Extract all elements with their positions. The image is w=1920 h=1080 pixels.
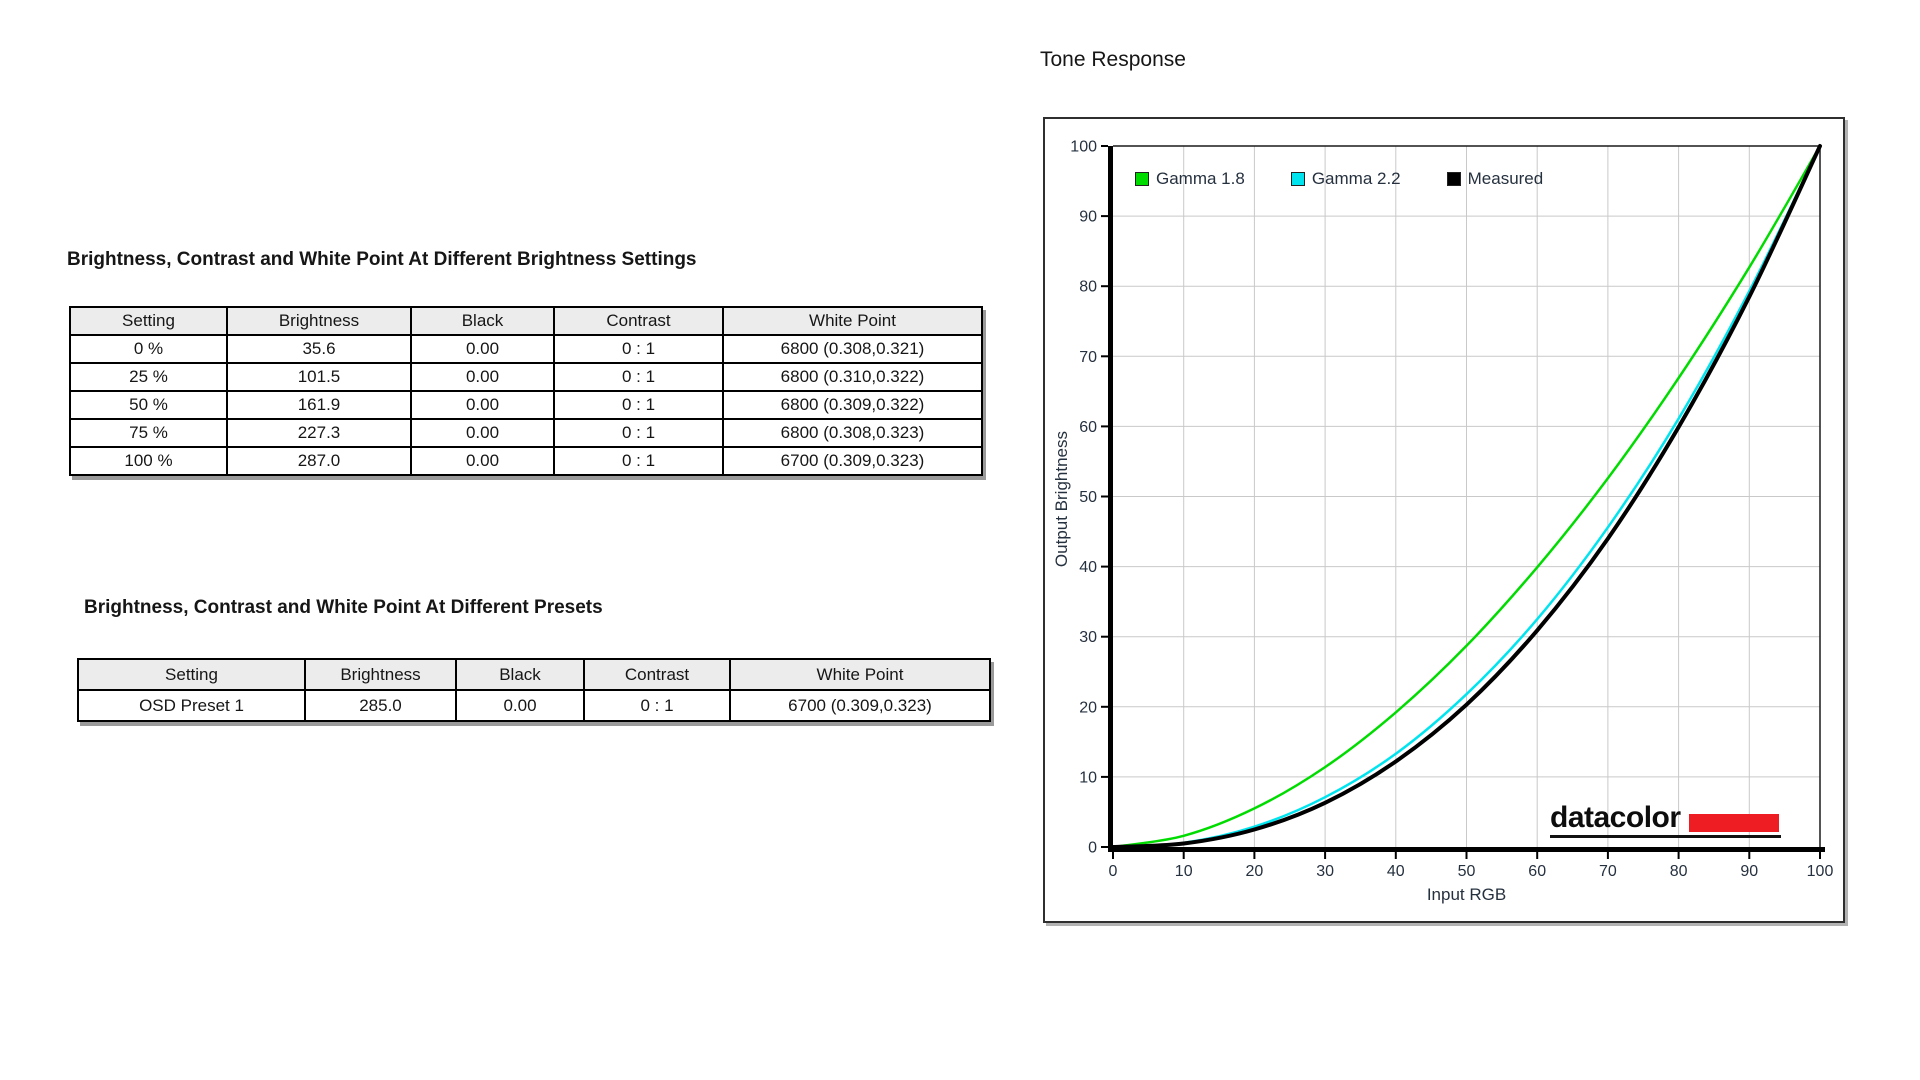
series-line-measured [1111, 144, 1822, 849]
datacolor-logo: datacolor [1550, 803, 1781, 838]
chart-plot-area: 0 10 20 30 40 50 60 70 80 90 100 0 10 20 30 40 50 60 70 80 9… [1070, 139, 1834, 881]
column-header: Setting [77, 658, 306, 691]
legend-item: Gamma 1.8 [1135, 169, 1245, 189]
column-header: White Point [722, 306, 983, 336]
table-cell: 227.3 [226, 418, 412, 448]
column-header: Contrast [553, 306, 724, 336]
table-cell: 0 : 1 [553, 390, 724, 420]
y-tick-label: 10 [1079, 769, 1097, 786]
legend-swatch [1290, 172, 1305, 186]
table-cell: 6800 (0.308,0.321) [722, 334, 983, 364]
column-header: Black [455, 658, 585, 691]
table-cell: 0.00 [410, 334, 555, 364]
table-row: 100 % 287.0 0.00 0 : 1 6700 (0.309,0.323) [69, 446, 983, 476]
table-cell: 0.00 [410, 418, 555, 448]
legend-label: Measured [1467, 169, 1544, 188]
table-cell: 35.6 [226, 334, 412, 364]
x-tick-label: 40 [1387, 863, 1405, 880]
y-tick-label: 20 [1079, 699, 1097, 716]
legend-swatch [1446, 172, 1461, 186]
table-cell: 50 % [69, 390, 228, 420]
y-tick-label: 70 [1079, 349, 1097, 366]
y-tick-label: 50 [1079, 489, 1097, 506]
column-header: Black [410, 306, 555, 336]
brightness-settings-table: Setting Brightness Black Contrast White Poin… [69, 306, 983, 476]
y-tick-label: 0 [1088, 840, 1097, 857]
table-cell: 75 % [69, 418, 228, 448]
y-axis-title: Output Brightness [1052, 430, 1071, 568]
column-header: Contrast [583, 658, 731, 691]
table-cell: 6700 (0.309,0.323) [722, 446, 983, 476]
table-cell: 287.0 [226, 446, 412, 476]
table-cell: 101.5 [226, 362, 412, 392]
table-row: 75 % 227.3 0.00 0 : 1 6800 (0.308,0.323) [69, 418, 983, 448]
presets-title: Brightness, Contrast and White Point At … [84, 597, 603, 618]
chart-legend: Gamma 1.8 Gamma 2.2 Measured [1135, 169, 1543, 189]
table-cell: 0 : 1 [583, 689, 731, 722]
y-tick-label: 60 [1079, 419, 1097, 436]
legend-label: Gamma 2.2 [1311, 169, 1401, 188]
series-line-gamma-2-2 [1111, 144, 1822, 849]
table-row: 25 % 101.5 0.00 0 : 1 6800 (0.310,0.322) [69, 362, 983, 392]
table-cell: 6700 (0.309,0.323) [729, 689, 991, 722]
table-cell: 25 % [69, 362, 228, 392]
header-row: Setting Brightness Black Contrast White Poin… [77, 658, 991, 691]
x-tick-label: 80 [1670, 863, 1688, 880]
table-cell: 6800 (0.310,0.322) [722, 362, 983, 392]
table-row: OSD Preset 1 285.0 0.00 0 : 1 6700 (0.309,0.… [77, 689, 991, 722]
table-cell: 0 : 1 [553, 362, 724, 392]
table-cell: 100 % [69, 446, 228, 476]
y-tick-label: 30 [1079, 629, 1097, 646]
x-tick-label: 60 [1528, 863, 1546, 880]
x-tick-label: 50 [1458, 863, 1476, 880]
column-header: Brightness [226, 306, 412, 336]
table-cell: 161.9 [226, 390, 412, 420]
x-tick-label: 100 [1807, 863, 1834, 880]
x-tick-label: 10 [1175, 863, 1193, 880]
datacolor-logo-text: datacolor [1550, 801, 1681, 834]
table-cell: 0.00 [410, 362, 555, 392]
x-axis-title: Input RGB [1426, 885, 1507, 904]
column-header: White Point [729, 658, 991, 691]
legend-item: Measured [1446, 169, 1544, 189]
table-cell: 0 % [69, 334, 228, 364]
x-axis-line [1108, 847, 1825, 852]
table-cell: 0.00 [455, 689, 585, 722]
datacolor-logo-red-bar [1688, 814, 1779, 832]
y-tick-label: 40 [1079, 559, 1097, 576]
y-tick-label: 80 [1079, 279, 1097, 296]
table-cell: 6800 (0.308,0.323) [722, 418, 983, 448]
presets-table: Setting Brightness Black Contrast White Poin… [77, 658, 991, 722]
x-tick-label: 90 [1740, 863, 1758, 880]
x-tick-label: 30 [1316, 863, 1334, 880]
table-row: 50 % 161.9 0.00 0 : 1 6800 (0.309,0.322) [69, 390, 983, 420]
y-tick-label: 90 [1079, 209, 1097, 226]
brightness-settings-title: Brightness, Contrast and White Point At … [67, 249, 697, 270]
table-cell: 0.00 [410, 390, 555, 420]
table-row: 0 % 35.6 0.00 0 : 1 6800 (0.308,0.321) [69, 334, 983, 364]
table-cell: 0 : 1 [553, 418, 724, 448]
y-tick-label: 100 [1070, 139, 1097, 156]
column-header: Brightness [304, 658, 457, 691]
tone-response-chart: 0 10 20 30 40 50 60 70 80 90 100 0 10 20 30 40 50 60 70 80 9… [1043, 117, 1845, 923]
series-line-gamma-1-8 [1111, 144, 1822, 849]
chart-title: Tone Response [1040, 48, 1186, 71]
header-row: Setting Brightness Black Contrast White Poin… [69, 306, 983, 336]
table-cell: OSD Preset 1 [77, 689, 306, 722]
table-cell: 6800 (0.309,0.322) [722, 390, 983, 420]
legend-swatch [1135, 172, 1149, 186]
column-header: Setting [69, 306, 228, 336]
y-axis-line [1108, 146, 1113, 852]
legend-label: Gamma 1.8 [1156, 169, 1245, 188]
legend-item: Gamma 2.2 [1290, 169, 1401, 189]
table-cell: 285.0 [304, 689, 457, 722]
x-tick-label: 70 [1599, 863, 1617, 880]
table-cell: 0.00 [410, 446, 555, 476]
table-cell: 0 : 1 [553, 334, 724, 364]
x-tick-label: 0 [1109, 863, 1118, 880]
x-tick-label: 20 [1246, 863, 1264, 880]
table-cell: 0 : 1 [553, 446, 724, 476]
